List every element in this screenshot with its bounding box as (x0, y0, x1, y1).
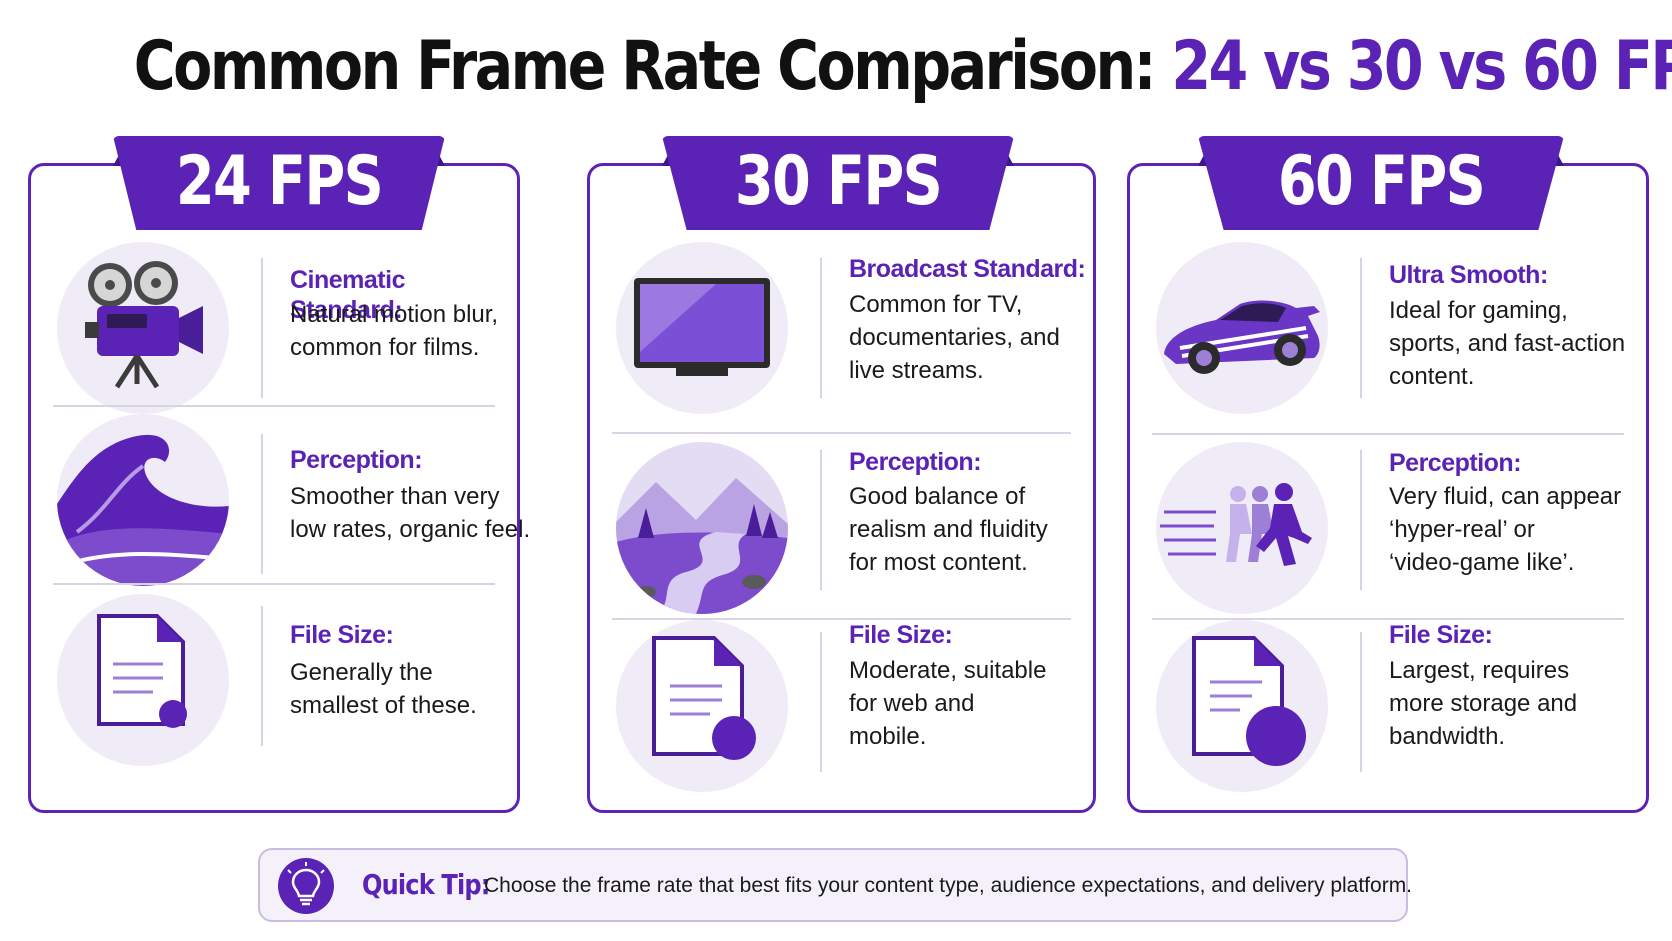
small-file-icon (57, 594, 229, 766)
desc-line: ‘hyper-real’ or (1389, 516, 1535, 543)
desc-line: live streams. (849, 357, 984, 384)
medium-file-icon (616, 620, 788, 792)
lightbulb-icon (278, 858, 334, 914)
fps-label: 24 FPS (175, 142, 384, 221)
desc-line: ‘video-game like’. (1389, 549, 1575, 576)
desc-line: more storage and (1389, 690, 1578, 717)
info-row: Broadcast Standard: Common for TV, docum… (590, 234, 1093, 424)
row-description: Moderate, suitable for web and mobile. (849, 654, 1099, 753)
row-description: Largest, requires more storage and bandw… (1389, 654, 1649, 753)
desc-line: sports, and fast-action (1389, 330, 1626, 357)
wave-icon (57, 414, 229, 586)
info-row: File Size: Largest, requires more storag… (1130, 620, 1649, 814)
desc-line: bandwidth. (1389, 723, 1506, 750)
row-divider (261, 258, 263, 398)
running-figures-icon (1156, 442, 1328, 614)
desc-line: realism and fluidity (849, 516, 1048, 543)
large-file-icon (1156, 620, 1328, 792)
quick-tip-banner: Quick Tip: Choose the frame rate that be… (258, 848, 1412, 922)
row-separator (612, 618, 1071, 620)
fps-tab: 60 FPS (1198, 136, 1564, 230)
row-heading: File Size: (290, 621, 394, 649)
fps-tab: 30 FPS (662, 136, 1014, 230)
desc-line: Ideal for gaming, (1389, 297, 1568, 324)
desc-line: Very fluid, can appear (1389, 483, 1622, 510)
row-heading: Perception: (1389, 449, 1522, 477)
row-divider (1360, 258, 1362, 398)
film-camera-icon (57, 242, 229, 414)
desc-line: Good balance of (849, 483, 1026, 510)
row-description: Good balance of realism and fluidity for… (849, 480, 1099, 579)
desc-line: Smoother than very (290, 483, 500, 510)
page-title: Common Frame Rate Comparison: 24 vs 30 v… (133, 22, 1672, 112)
row-divider (820, 632, 822, 772)
card-30fps: 30 FPS Broadcast Standard: Common for TV… (587, 136, 1096, 814)
row-divider (261, 434, 263, 574)
desc-line: mobile. (849, 723, 927, 750)
desc-line: Natural motion blur, (290, 301, 499, 328)
row-description: Natural motion blur, common for films. (290, 298, 540, 364)
info-row: File Size: Moderate, suitable for web an… (590, 620, 1093, 814)
card-60fps: 60 FPS Ultra Smooth: Ideal for gaming, s… (1127, 136, 1649, 814)
info-row: Perception: Good balance of realism and … (590, 438, 1093, 628)
row-separator (612, 432, 1071, 434)
row-heading: File Size: (849, 621, 953, 649)
row-heading: Perception: (290, 446, 423, 474)
desc-line: Generally the (290, 659, 433, 686)
desc-line: Moderate, suitable (849, 657, 1047, 684)
desc-line: Common for TV, (849, 291, 1023, 318)
row-description: Ideal for gaming, sports, and fast-actio… (1389, 294, 1649, 393)
row-description: Smoother than very low rates, organic fe… (290, 480, 540, 546)
river-landscape-icon (616, 442, 788, 614)
row-heading: Broadcast Standard: (849, 255, 1086, 283)
info-row: File Size: Generally the smallest of the… (31, 590, 517, 780)
row-divider (820, 258, 822, 398)
row-description: Generally the smallest of these. (290, 656, 540, 722)
title-accent: 24 vs 30 vs 60 FPS (1171, 27, 1672, 106)
row-separator (1152, 433, 1624, 435)
row-heading: Perception: (849, 448, 982, 476)
row-description: Very fluid, can appear ‘hyper-real’ or ‘… (1389, 480, 1649, 579)
row-separator (1152, 618, 1624, 620)
desc-line: common for films. (290, 334, 480, 361)
row-heading: File Size: (1389, 621, 1493, 649)
fps-label: 60 FPS (1277, 142, 1486, 221)
info-row: Ultra Smooth: Ideal for gaming, sports, … (1130, 234, 1646, 424)
row-separator (53, 405, 495, 407)
info-row: Perception: Smoother than very low rates… (31, 410, 530, 600)
row-divider (820, 450, 822, 590)
desc-line: Largest, requires (1389, 657, 1570, 684)
desc-line: smallest of these. (290, 692, 477, 719)
row-divider (261, 606, 263, 746)
row-divider (1360, 450, 1362, 590)
desc-line: content. (1389, 363, 1475, 390)
desc-line: low rates, organic feel. (290, 516, 531, 543)
row-heading: Ultra Smooth: (1389, 261, 1548, 289)
row-heading: Cinematic Standard: (290, 266, 405, 324)
row-description: Common for TV, documentaries, and live s… (849, 288, 1099, 387)
tip-label: Quick Tip: (362, 868, 490, 901)
info-row: Perception: Very fluid, can appear ‘hype… (1130, 438, 1646, 628)
tv-icon (616, 242, 788, 414)
race-car-icon (1156, 242, 1328, 414)
tip-text: Choose the frame rate that best fits you… (484, 874, 1413, 897)
fps-label: 30 FPS (734, 142, 943, 221)
row-divider (1360, 632, 1362, 772)
desc-line: documentaries, and (849, 324, 1060, 351)
desc-line: for web and (849, 690, 975, 717)
fps-tab: 24 FPS (113, 136, 445, 230)
info-row: Cinematic Standard: Natural motion blur,… (31, 234, 517, 424)
desc-line: for most content. (849, 549, 1028, 576)
title-prefix: Common Frame Rate Comparison: (133, 27, 1172, 106)
row-separator (53, 583, 495, 585)
card-24fps: 24 FPS Cinematic Standard: Natural motio… (28, 136, 530, 813)
